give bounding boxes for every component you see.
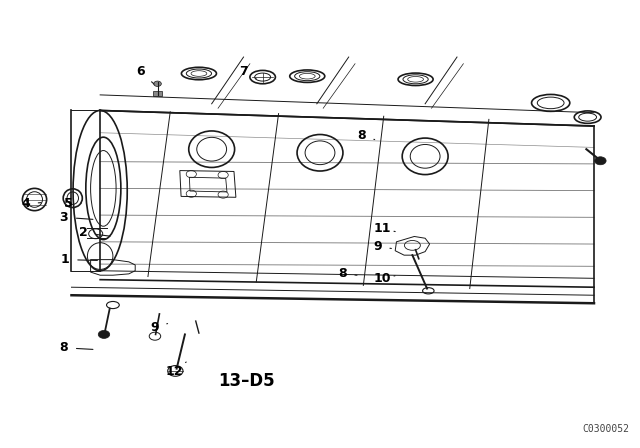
Text: 8: 8 [338, 267, 357, 280]
Text: 11: 11 [374, 222, 395, 235]
FancyBboxPatch shape [153, 91, 162, 96]
Circle shape [595, 157, 606, 165]
Text: 6: 6 [136, 65, 154, 84]
Circle shape [99, 331, 109, 338]
Text: 10: 10 [374, 272, 395, 285]
Text: 4: 4 [21, 198, 41, 211]
Text: 8: 8 [60, 341, 93, 354]
Text: 2: 2 [79, 226, 110, 239]
Text: 9: 9 [150, 321, 168, 334]
Text: 8: 8 [357, 129, 374, 142]
Text: 12: 12 [166, 362, 186, 378]
Text: 1: 1 [61, 253, 97, 266]
Text: 9: 9 [373, 240, 392, 253]
Text: 5: 5 [64, 198, 81, 211]
Text: 3: 3 [60, 211, 93, 224]
Circle shape [154, 81, 161, 86]
Text: 7: 7 [239, 65, 256, 79]
Text: 13–D5: 13–D5 [218, 372, 275, 390]
Text: C0300052: C0300052 [582, 424, 629, 434]
